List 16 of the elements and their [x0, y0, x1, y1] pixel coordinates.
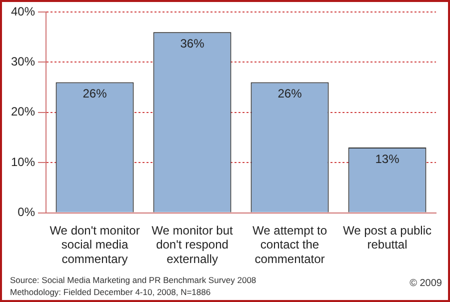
x-tick-label: We post a public rebuttal: [343, 223, 432, 252]
source-note: Source: Social Media Marketing and PR Benchmark Survey 2008: [10, 275, 256, 285]
x-tick-label: We monitor but don't respond externally: [152, 223, 234, 266]
text: Methodology: Fielded December 4-10, 2008, N=1886: [10, 287, 211, 297]
data-label: 13%: [375, 152, 400, 166]
text: © 2009: [410, 278, 442, 289]
y-tick-label: 20%: [10, 104, 36, 119]
data-label: 26%: [82, 86, 108, 101]
x-tick-label: We don't monitor social media commentary: [50, 223, 140, 266]
data-label: 36%: [180, 36, 205, 50]
y-tick-label: 30%: [10, 54, 36, 69]
y-tick-label: 40%: [10, 4, 36, 18]
y-tick-label: 0%: [18, 205, 36, 220]
y-tick-label: 10%: [10, 154, 36, 169]
x-tick-label: We attempt to contact the commentator: [252, 223, 328, 266]
data-label: 26%: [278, 86, 302, 101]
